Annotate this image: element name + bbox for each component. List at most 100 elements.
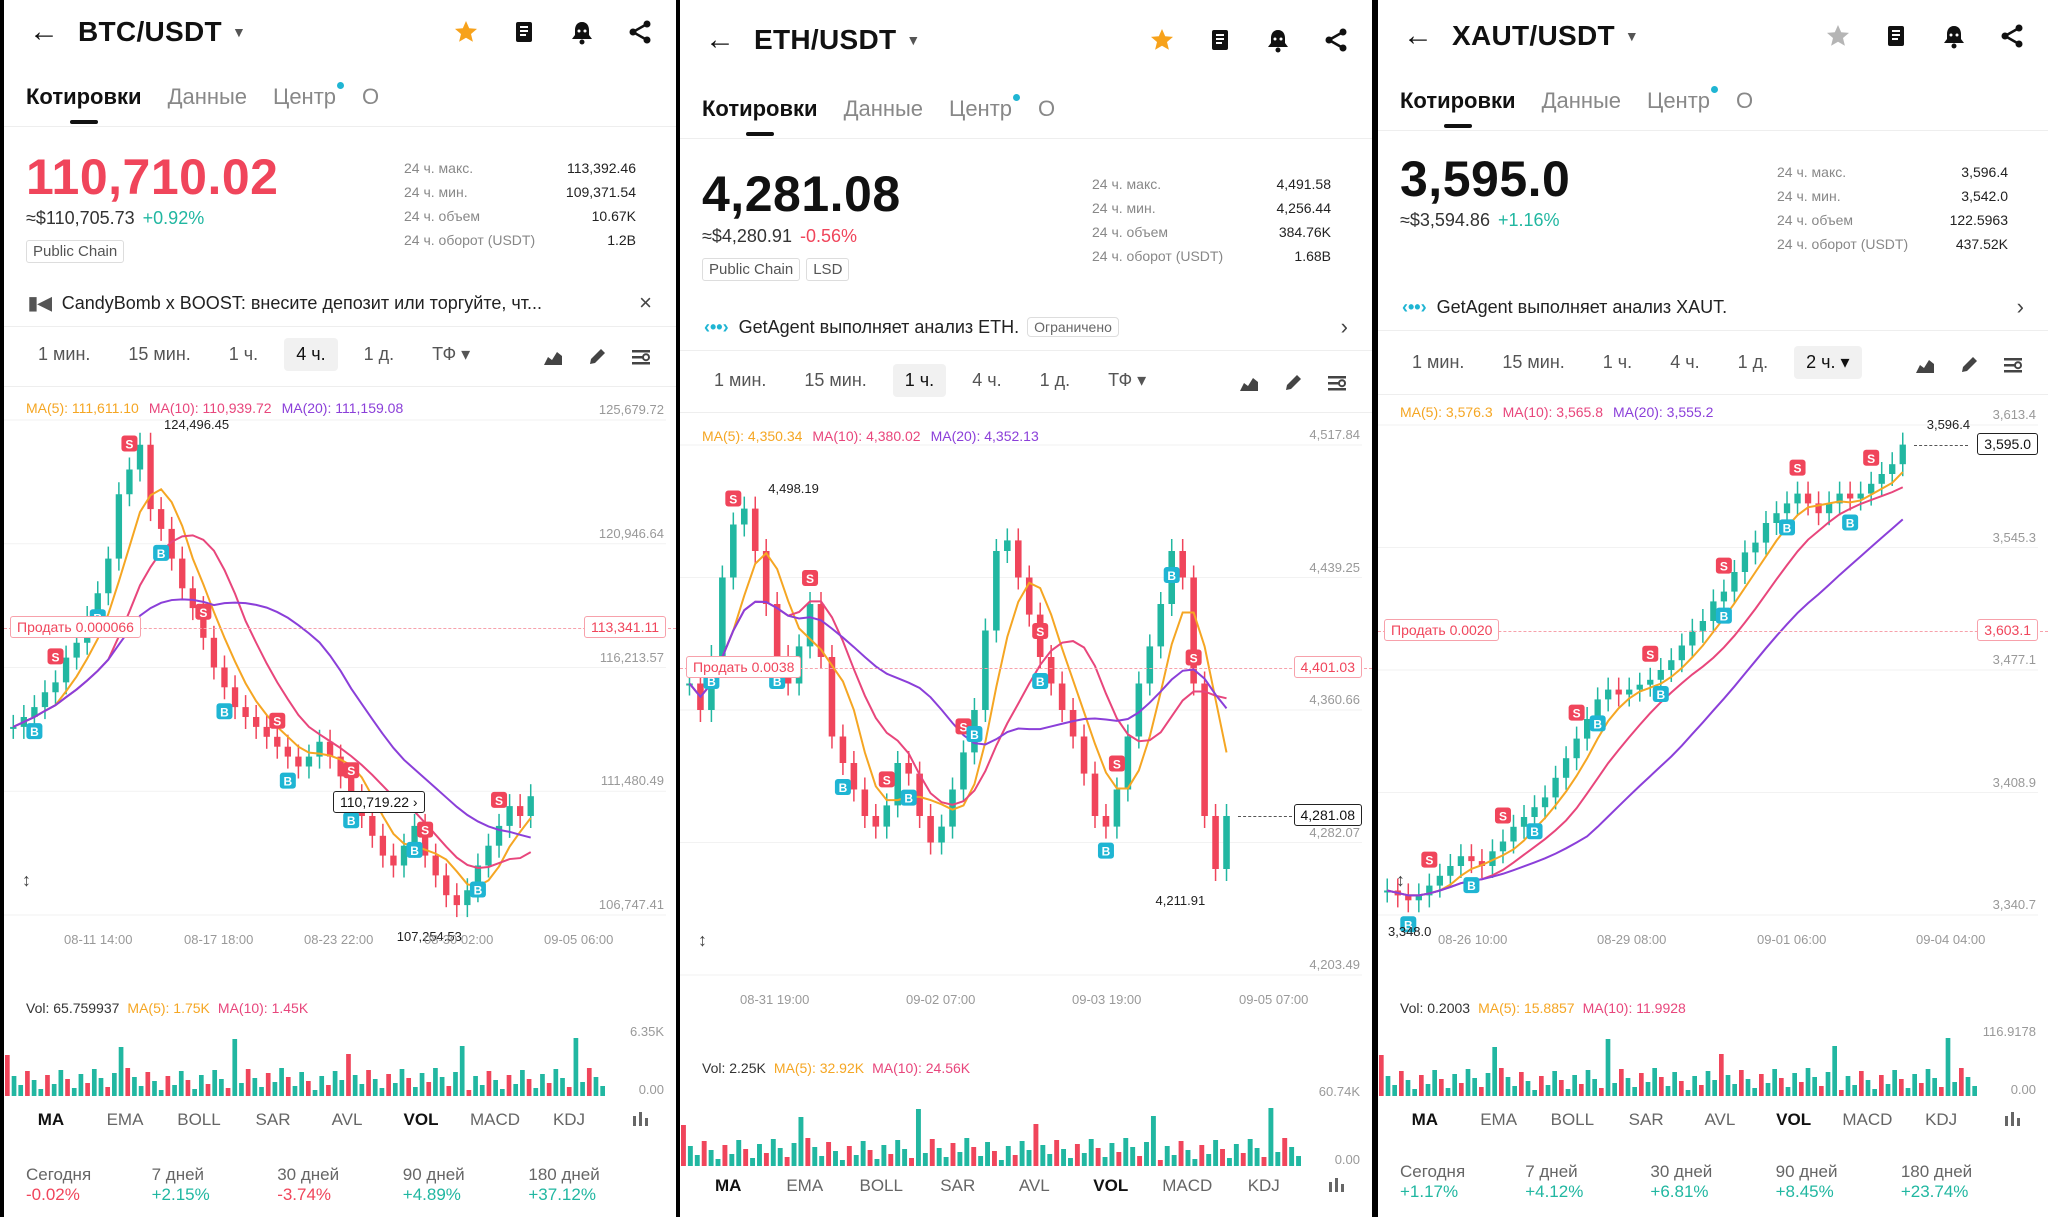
- timeframe-5[interactable]: ТФ ▾: [1108, 370, 1147, 390]
- pair-dropdown-icon[interactable]: ▼: [1624, 28, 1639, 44]
- timeframe-1[interactable]: 15 мин.: [804, 370, 867, 390]
- promo-banner[interactable]: ▮◀ CandyBomb x BOOST: внесите депозит или…: [28, 290, 652, 316]
- indicator-avl[interactable]: AVL: [331, 1110, 363, 1129]
- pair-dropdown-icon[interactable]: ▼: [231, 24, 246, 40]
- indicator-ema[interactable]: EMA: [1480, 1110, 1518, 1129]
- tab-0[interactable]: Котировки: [26, 84, 142, 109]
- indicator-sar[interactable]: SAR: [1628, 1110, 1664, 1129]
- share-icon[interactable]: [626, 18, 654, 46]
- tab-1[interactable]: Данные: [1541, 88, 1622, 113]
- timeframe-1[interactable]: 15 мин.: [128, 344, 191, 364]
- indicator-kdj[interactable]: KDJ: [1247, 1176, 1280, 1195]
- back-arrow-icon[interactable]: ←: [29, 15, 59, 48]
- indicator-sar[interactable]: SAR: [255, 1110, 291, 1129]
- alert-bell-icon[interactable]: [1940, 22, 1968, 50]
- indicator-avl[interactable]: AVL: [1704, 1110, 1736, 1129]
- pair-dropdown-icon[interactable]: ▼: [906, 32, 921, 48]
- timeframe-2[interactable]: 1 ч.: [892, 364, 947, 397]
- tab-2[interactable]: Центр: [273, 82, 345, 109]
- timeframe-0[interactable]: 1 мин.: [714, 370, 767, 390]
- indicator-kdj[interactable]: KDJ: [552, 1110, 586, 1129]
- indicator-boll[interactable]: BOLL: [1550, 1110, 1595, 1129]
- order-book-icon[interactable]: [510, 18, 538, 46]
- timeframe-5[interactable]: 2 ч. ▾: [1794, 346, 1862, 379]
- timeframe-5[interactable]: ТФ ▾: [432, 344, 471, 364]
- share-icon[interactable]: [1998, 22, 2026, 50]
- chart-settings-icon[interactable]: [2002, 354, 2024, 381]
- volume-chart[interactable]: [4, 1026, 606, 1096]
- tab-3[interactable]: О: [362, 84, 380, 109]
- timeframe-2[interactable]: 1 ч.: [228, 344, 259, 364]
- indicator-boll[interactable]: BOLL: [177, 1110, 221, 1129]
- tab-1[interactable]: Данные: [167, 84, 248, 109]
- timeframe-4[interactable]: 1 д.: [363, 344, 395, 364]
- indicator-macd[interactable]: MACD: [1162, 1176, 1213, 1195]
- tab-2[interactable]: Центр: [949, 94, 1021, 121]
- order-book-icon[interactable]: [1206, 26, 1234, 54]
- tab-0[interactable]: Котировки: [702, 96, 818, 121]
- indicator-ma[interactable]: MA: [37, 1110, 65, 1129]
- indicator-avl[interactable]: AVL: [1018, 1176, 1050, 1195]
- tab-0[interactable]: Котировки: [1400, 88, 1516, 113]
- timeframe-0[interactable]: 1 мин.: [38, 344, 91, 364]
- indicator-vol[interactable]: VOL: [1093, 1176, 1129, 1195]
- draw-tool-icon[interactable]: [1282, 372, 1304, 399]
- resize-handle-icon[interactable]: ↕: [698, 930, 707, 950]
- tab-2[interactable]: Центр: [1647, 86, 1719, 113]
- promo-banner[interactable]: ‹••› GetAgent выполняет анализ XAUT. ›: [1402, 294, 2024, 320]
- chevron-right-icon[interactable]: ›: [2016, 294, 2024, 319]
- tag[interactable]: LSD: [806, 258, 850, 281]
- volume-chart[interactable]: [1378, 1026, 1978, 1096]
- timeframe-3[interactable]: 4 ч.: [284, 338, 338, 371]
- timeframe-4[interactable]: 1 д.: [1039, 370, 1071, 390]
- tag[interactable]: Public Chain: [702, 258, 801, 281]
- indicator-macd[interactable]: MACD: [1842, 1110, 1893, 1129]
- alert-bell-icon[interactable]: [1264, 26, 1292, 54]
- alert-bell-icon[interactable]: [568, 18, 596, 46]
- indicator-kdj[interactable]: KDJ: [1925, 1110, 1958, 1129]
- tab-3[interactable]: О: [1038, 96, 1056, 121]
- favorite-star-icon[interactable]: [452, 18, 480, 46]
- indicator-vol[interactable]: VOL: [1776, 1110, 1812, 1129]
- order-book-icon[interactable]: [1882, 22, 1910, 50]
- pair-title[interactable]: XAUT/USDT: [1452, 20, 1615, 51]
- indicator-vol[interactable]: VOL: [403, 1110, 439, 1129]
- timeframe-3[interactable]: 4 ч.: [1670, 352, 1700, 372]
- indicator-sar[interactable]: SAR: [940, 1176, 976, 1195]
- pair-title[interactable]: BTC/USDT: [78, 16, 222, 47]
- timeframe-2[interactable]: 1 ч.: [1602, 352, 1633, 372]
- indicator-ema[interactable]: EMA: [786, 1176, 824, 1195]
- crosshair-price-flag[interactable]: 110,719.22 ›: [333, 791, 425, 814]
- share-icon[interactable]: [1322, 26, 1350, 54]
- back-arrow-icon[interactable]: ←: [1403, 19, 1433, 52]
- chevron-right-icon[interactable]: ›: [1340, 314, 1348, 339]
- chart-type-icon[interactable]: [1238, 372, 1260, 399]
- indicator-ema[interactable]: EMA: [106, 1110, 144, 1129]
- chart-settings-icon[interactable]: [630, 346, 652, 373]
- timeframe-4[interactable]: 1 д.: [1737, 352, 1769, 372]
- chart-settings-icon[interactable]: [1326, 372, 1348, 399]
- pair-title[interactable]: ETH/USDT: [754, 24, 897, 55]
- resize-handle-icon[interactable]: ↕: [22, 870, 31, 890]
- favorite-star-icon[interactable]: [1824, 22, 1852, 50]
- indicator-macd[interactable]: MACD: [469, 1110, 521, 1129]
- volume-chart[interactable]: [680, 1086, 1302, 1166]
- timeframe-0[interactable]: 1 мин.: [1412, 352, 1465, 372]
- tab-1[interactable]: Данные: [843, 96, 924, 121]
- close-icon[interactable]: ×: [639, 290, 652, 315]
- back-arrow-icon[interactable]: ←: [705, 23, 735, 56]
- chart-type-icon[interactable]: [1914, 354, 1936, 381]
- tag[interactable]: Public Chain: [26, 240, 125, 263]
- draw-tool-icon[interactable]: [586, 346, 608, 373]
- indicator-ma[interactable]: MA: [715, 1176, 742, 1195]
- sell-order-flag[interactable]: Продать 0.0038: [686, 655, 802, 678]
- favorite-star-icon[interactable]: [1148, 26, 1176, 54]
- indicator-settings-icon[interactable]: [1326, 1174, 1348, 1201]
- resize-handle-icon[interactable]: ↕: [1396, 870, 1405, 890]
- indicator-ma[interactable]: MA: [1411, 1110, 1439, 1129]
- sell-order-flag[interactable]: Продать 0.0020: [1384, 618, 1500, 641]
- draw-tool-icon[interactable]: [1958, 354, 1980, 381]
- tab-3[interactable]: О: [1736, 88, 1754, 113]
